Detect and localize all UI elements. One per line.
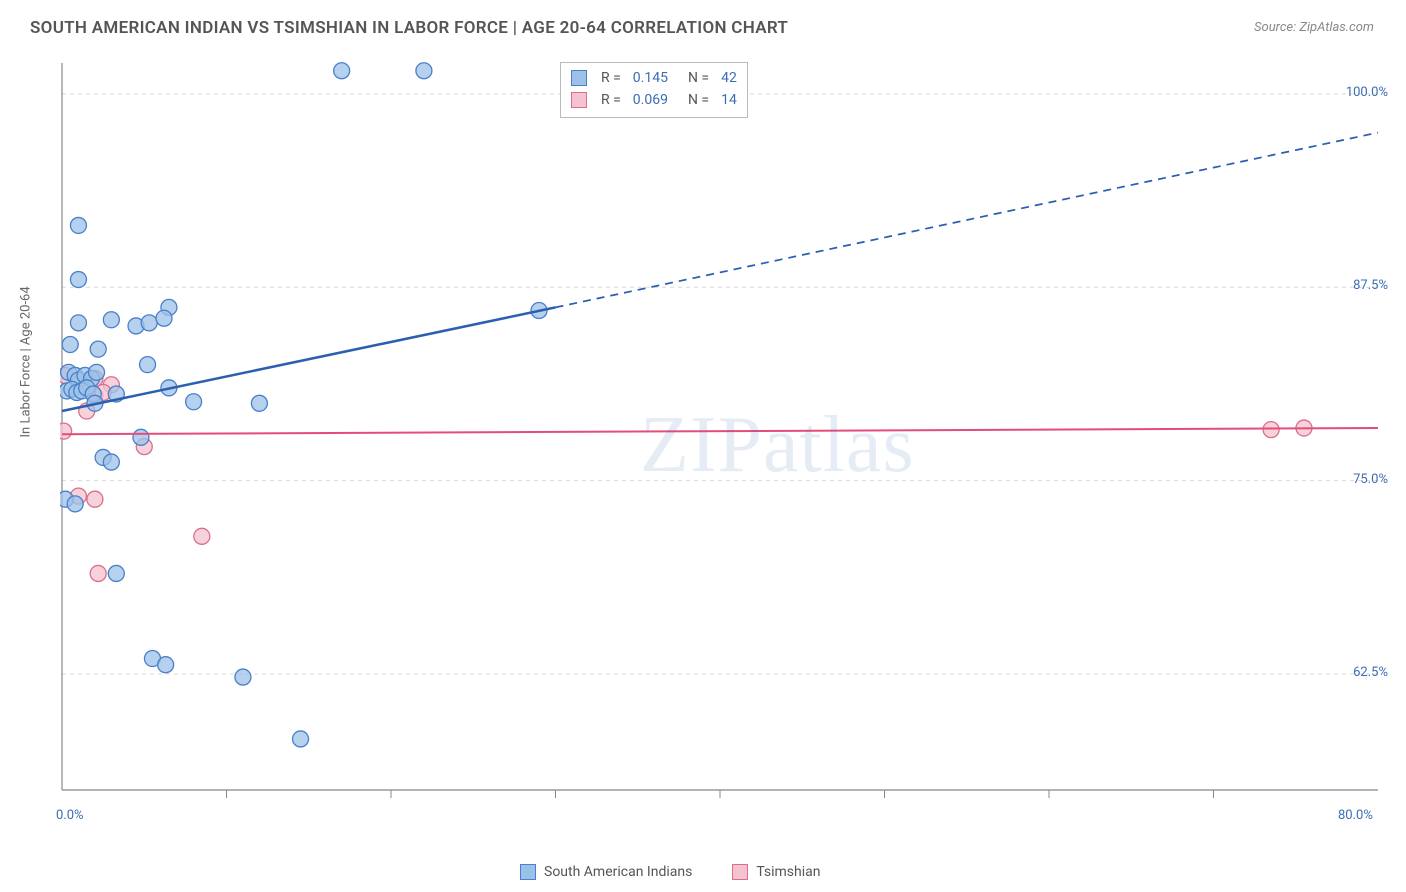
legend-n-label: N = xyxy=(688,92,709,108)
legend-row-series1: R = 0.145 N = 42 xyxy=(571,67,737,89)
legend-swatch-icon xyxy=(520,864,536,880)
correlation-legend: R = 0.145 N = 42 R = 0.069 N = 14 xyxy=(560,62,748,118)
legend-n-label: N = xyxy=(688,70,709,86)
source-label: Source: ZipAtlas.com xyxy=(1254,20,1374,35)
y-axis-label: In Labor Force | Age 20-64 xyxy=(19,286,34,437)
legend-label: Tsimshian xyxy=(756,864,820,880)
y-tick-label: 75.0% xyxy=(1353,472,1388,487)
x-tick-label: 80.0% xyxy=(1338,808,1373,823)
chart-title: SOUTH AMERICAN INDIAN VS TSIMSHIAN IN LA… xyxy=(30,18,788,38)
legend-r-value-2: 0.069 xyxy=(633,92,668,108)
legend-swatch-icon xyxy=(732,864,748,880)
legend-r-label: R = xyxy=(601,92,621,108)
x-tick-label: 0.0% xyxy=(56,808,84,823)
legend-r-label: R = xyxy=(601,70,621,86)
legend-label: South American Indians xyxy=(544,864,692,880)
y-tick-label: 87.5% xyxy=(1353,278,1388,293)
y-tick-label: 100.0% xyxy=(1346,85,1388,100)
chart-plot-area xyxy=(60,55,1380,820)
legend-item-series1: South American Indians xyxy=(520,864,692,880)
series-legend: South American Indians Tsimshian xyxy=(520,864,820,880)
legend-swatch-series2 xyxy=(571,92,587,108)
legend-n-value-2: 14 xyxy=(721,92,737,108)
legend-row-series2: R = 0.069 N = 14 xyxy=(571,89,737,111)
legend-r-value-1: 0.145 xyxy=(633,70,668,86)
legend-item-series2: Tsimshian xyxy=(732,864,820,880)
y-tick-label: 62.5% xyxy=(1353,665,1388,680)
scatter-plot-svg xyxy=(60,55,1380,820)
legend-swatch-series1 xyxy=(571,70,587,86)
legend-n-value-1: 42 xyxy=(721,70,737,86)
